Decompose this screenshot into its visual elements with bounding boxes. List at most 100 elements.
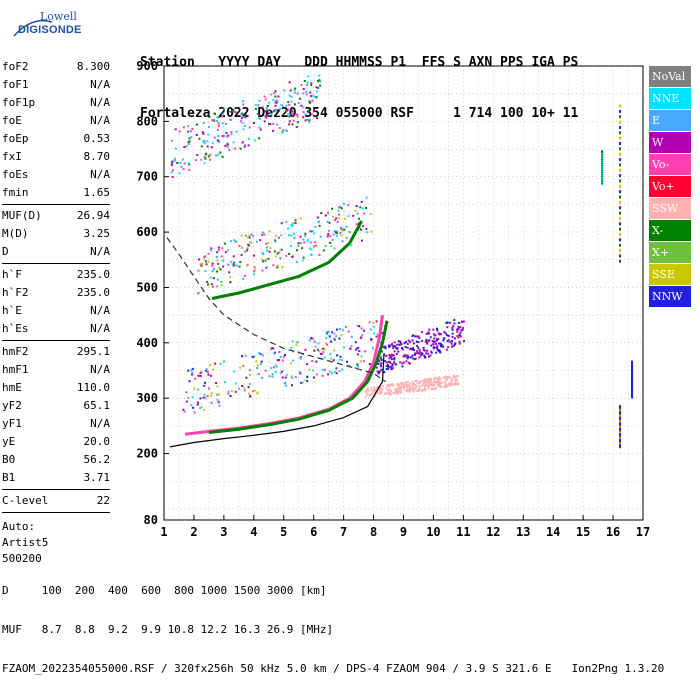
echo-point: [272, 264, 275, 267]
echo-point: [268, 250, 271, 253]
echo-point: [170, 171, 173, 174]
echo-point: [338, 337, 341, 340]
echo-point: [444, 385, 447, 388]
y-tick-label: 900: [136, 59, 158, 73]
echo-point: [217, 121, 220, 124]
echo-point: [393, 358, 396, 361]
echo-point: [325, 336, 328, 339]
echo-point: [373, 332, 376, 335]
param-row: h`Es N/A: [2, 320, 110, 338]
echo-point: [277, 95, 280, 98]
echo-point: [347, 215, 350, 218]
x-tick-label: 17: [636, 525, 650, 539]
echo-point: [281, 370, 284, 373]
echo-point: [256, 392, 259, 395]
ionogram-chart: 1 2 3 4 5 6 7 8 9 10 11 12 13 14 15 16 17802003004005006…: [136, 59, 650, 539]
echo-point: [227, 390, 230, 393]
echo-point: [183, 162, 186, 165]
echo-point: [325, 342, 328, 345]
echo-point: [248, 234, 251, 237]
echo-point: [285, 220, 288, 223]
param-name: hmE: [2, 381, 22, 394]
echo-point: [397, 350, 400, 353]
legend-item-sse: SSE: [649, 264, 691, 285]
echo-point: [418, 385, 421, 388]
echo-point: [390, 384, 393, 387]
echo-point: [241, 355, 244, 358]
echo-point: [305, 363, 308, 366]
echo-point: [373, 390, 376, 393]
echo-point: [257, 372, 260, 375]
digisonde-logo: Lowell DIGISONDE: [12, 10, 82, 42]
echo-point: [335, 217, 338, 220]
echo-point: [216, 139, 219, 142]
echo-point: [281, 131, 284, 134]
echo-point: [279, 107, 282, 110]
echo-point: [365, 227, 368, 230]
echo-point: [197, 374, 200, 377]
echo-point: [341, 229, 344, 232]
echo-point: [273, 352, 276, 355]
echo-point: [390, 365, 393, 368]
echo-point: [287, 101, 290, 104]
echo-point: [340, 234, 343, 237]
echo-point: [420, 352, 423, 355]
echo-point: [275, 234, 278, 237]
footer-distance-row: D 100 200 400 600 800 1000 1500 3000 [km…: [2, 584, 327, 597]
param-value: 1.65: [83, 186, 111, 199]
echo-point: [456, 375, 459, 378]
echo-point: [350, 345, 353, 348]
echo-point: [326, 235, 329, 238]
echo-point: [317, 348, 320, 351]
echo-point: [235, 240, 238, 243]
echo-point: [354, 209, 357, 212]
echo-point: [396, 388, 399, 391]
echo-point: [259, 117, 262, 120]
echo-point: [206, 140, 209, 143]
echo-point: [244, 116, 247, 119]
echo-point: [619, 163, 622, 167]
echo-point: [242, 364, 245, 367]
echo-point: [261, 106, 264, 109]
y-tick-label: 500: [136, 280, 158, 294]
echo-point: [447, 334, 450, 337]
echo-point: [407, 339, 410, 342]
echo-point: [406, 354, 409, 357]
echo-point: [276, 123, 279, 126]
echo-point: [462, 320, 465, 323]
echo-point: [232, 265, 235, 268]
echo-point: [307, 109, 310, 112]
echo-point: [204, 397, 207, 400]
echo-point: [453, 378, 456, 381]
echo-point: [178, 130, 181, 133]
echo-point: [370, 230, 373, 233]
echo-point: [411, 339, 414, 342]
echo-point: [366, 387, 369, 390]
echo-point: [336, 220, 339, 223]
echo-point: [206, 280, 209, 283]
echo-point: [404, 346, 407, 349]
echo-point: [264, 115, 267, 118]
echo-point: [252, 273, 255, 276]
echo-point: [356, 324, 359, 327]
echo-point: [437, 332, 440, 335]
echo-traces: [166, 220, 389, 448]
echo-point: [403, 385, 406, 388]
echo-point: [340, 334, 343, 337]
x-tick-label: 2: [190, 525, 197, 539]
echo-point: [396, 392, 399, 395]
echo-point: [313, 349, 316, 352]
echo-point: [408, 390, 411, 393]
echo-point: [264, 110, 267, 113]
echo-point: [401, 383, 404, 386]
echo-point: [280, 104, 283, 107]
echo-point: [289, 245, 292, 248]
echo-point: [250, 233, 253, 236]
echo-point: [207, 133, 210, 136]
echo-point: [251, 356, 254, 359]
echo-point: [425, 379, 428, 382]
echo-point: [409, 347, 412, 350]
echo-point: [238, 387, 241, 390]
echo-point: [379, 370, 382, 373]
echo-point: [423, 381, 426, 384]
